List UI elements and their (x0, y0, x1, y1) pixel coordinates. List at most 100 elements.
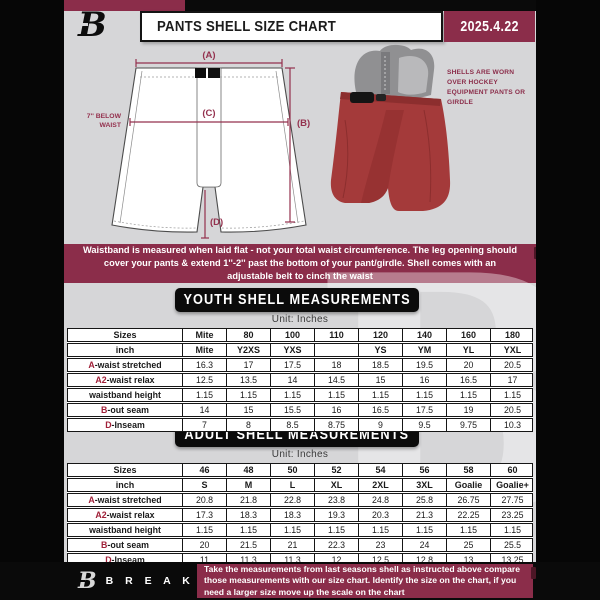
page-title-text: PANTS SHELL SIZE CHART (156, 18, 337, 35)
table-cell: 18.3 (270, 509, 314, 521)
table-cell: 18.3 (226, 509, 270, 521)
table-cell: 1.15 (446, 389, 490, 401)
table-cell: 11.3 (270, 554, 314, 562)
table-cell: 14 (270, 374, 314, 386)
table-cell: 13.5 (226, 374, 270, 386)
row-label: A -waist stretched (88, 494, 162, 505)
poster-content: B PANTS SHELL SIZE CHART 2025.4.22 (A) (… (64, 0, 536, 562)
table-cell: 21 (270, 539, 314, 551)
table-row: inch S M L XL 2XL 3XL Goalie Goalie+ (67, 478, 533, 492)
table-cell: 25.5 (490, 539, 534, 551)
table-cell: 9.5 (402, 419, 446, 431)
table-cell: 1.15 (358, 389, 402, 401)
table-cell: 1.15 (226, 389, 270, 401)
table-cell: 21.8 (226, 494, 270, 506)
waistband-callout-text: Waistband is measured when laid flat - n… (82, 244, 518, 282)
row-label: B -out seam (101, 539, 149, 550)
youth-unit-label: Unit: Inches (271, 314, 329, 325)
table-cell: 8.75 (314, 419, 358, 431)
table-row: Sizes Mite 80 100 110 120 140 160 180 (67, 328, 533, 342)
table-cell: 50 (270, 464, 314, 476)
table-cell: M (226, 479, 270, 491)
table-cell: 60 (490, 464, 534, 476)
table-cell: 20.5 (490, 404, 534, 416)
table-cell: 22.25 (446, 509, 490, 521)
footer-instructions: Take the measurements from last seasons … (197, 564, 536, 598)
row-label: A -waist stretched (88, 359, 162, 370)
ribbon-fold (534, 247, 536, 259)
table-cell: 13 (446, 554, 490, 562)
table-cell: YM (402, 344, 446, 356)
row-label: Sizes (113, 329, 137, 340)
table-cell: 1.15 (490, 524, 534, 536)
table-cell: 25.8 (402, 494, 446, 506)
label-b: (B) (297, 118, 310, 129)
table-cell: 23.25 (490, 509, 534, 521)
table-cell: 54 (358, 464, 402, 476)
table-cell: 24.8 (358, 494, 402, 506)
shell-usage-note: SHELLS ARE WORN OVER HOCKEY EQUIPMENT PA… (447, 69, 526, 106)
waist-note-line2: WAIST (99, 122, 121, 129)
table-cell: 17 (226, 359, 270, 371)
table-row: A2 -waist relax 17.3 18.3 18.3 19.3 20.3 21.3 22… (67, 508, 533, 522)
table-cell: Goalie (446, 479, 490, 491)
table-cell: XL (314, 479, 358, 491)
table-row: A -waist stretched 20.8 21.8 22.8 23.8 24.8 25.… (67, 493, 533, 507)
table-cell: 1.15 (490, 389, 534, 401)
table-cell: 48 (226, 464, 270, 476)
table-cell: S (182, 479, 226, 491)
table-row: waistband height 1.15 1.15 1.15 1.15 1.15 1.15… (67, 388, 533, 402)
table-cell: 21.3 (402, 509, 446, 521)
table-cell: 120 (358, 329, 402, 341)
table-cell: Y2XS (226, 344, 270, 356)
table-cell: 11.3 (226, 554, 270, 562)
youth-size-table: Sizes Mite 80 100 110 120 140 160 180 inch Mite Y2X… (67, 328, 533, 432)
table-cell: Mite (182, 329, 226, 341)
table-cell: 52 (314, 464, 358, 476)
table-cell: 15 (226, 404, 270, 416)
table-cell: 3XL (402, 479, 446, 491)
table-row: Sizes 46 48 50 52 54 56 58 60 (67, 463, 533, 477)
table-cell: 1.15 (270, 524, 314, 536)
table-cell: 16.3 (182, 359, 226, 371)
label-d: (D) (210, 217, 223, 228)
table-cell: 11 (182, 554, 226, 562)
page-title: PANTS SHELL SIZE CHART (140, 11, 443, 42)
table-cell: L (270, 479, 314, 491)
table-cell: 12.8 (402, 554, 446, 562)
shell-photo (330, 44, 451, 211)
top-black-strip (185, 0, 536, 11)
table-cell: 12 (314, 554, 358, 562)
table-cell: 17.3 (182, 509, 226, 521)
table-row: D -Inseam 11 11.3 11.3 12 12.5 12.8 13 13.25 (67, 553, 533, 562)
table-cell: 140 (402, 329, 446, 341)
table-cell: YL (446, 344, 490, 356)
table-cell: 16.5 (358, 404, 402, 416)
table-cell: 23 (358, 539, 402, 551)
table-row: A2 -waist relax 12.5 13.5 14 14.5 15 16 16.5 17 (67, 373, 533, 387)
table-cell: 22.3 (314, 539, 358, 551)
row-label: D -Inseam (105, 554, 145, 562)
table-cell: 20.3 (358, 509, 402, 521)
table-cell: 27.75 (490, 494, 534, 506)
waistband-callout: Waistband is measured when laid flat - n… (64, 244, 536, 283)
table-cell: YS (358, 344, 402, 356)
table-cell: 24 (402, 539, 446, 551)
table-cell: 19.5 (402, 359, 446, 371)
date-text: 2025.4.22 (460, 18, 519, 35)
table-cell: 16 (314, 404, 358, 416)
table-cell: 17.5 (270, 359, 314, 371)
table-cell: 1.15 (182, 524, 226, 536)
table-cell: 16.5 (446, 374, 490, 386)
table-cell: 20 (182, 539, 226, 551)
date-badge: 2025.4.22 (444, 11, 535, 42)
row-label: inch (115, 344, 135, 355)
label-a: (A) (202, 50, 215, 61)
table-cell: 1.15 (358, 524, 402, 536)
row-label: waistband height (89, 524, 161, 535)
table-cell: Mite (182, 344, 226, 356)
adult-unit-label: Unit: Inches (271, 449, 329, 460)
table-cell: 20 (446, 359, 490, 371)
adult-size-table: Sizes 46 48 50 52 54 56 58 60 inch S M L XL 2XL 3XL Goal… (67, 463, 533, 562)
row-label: A2 -waist relax (95, 509, 155, 520)
